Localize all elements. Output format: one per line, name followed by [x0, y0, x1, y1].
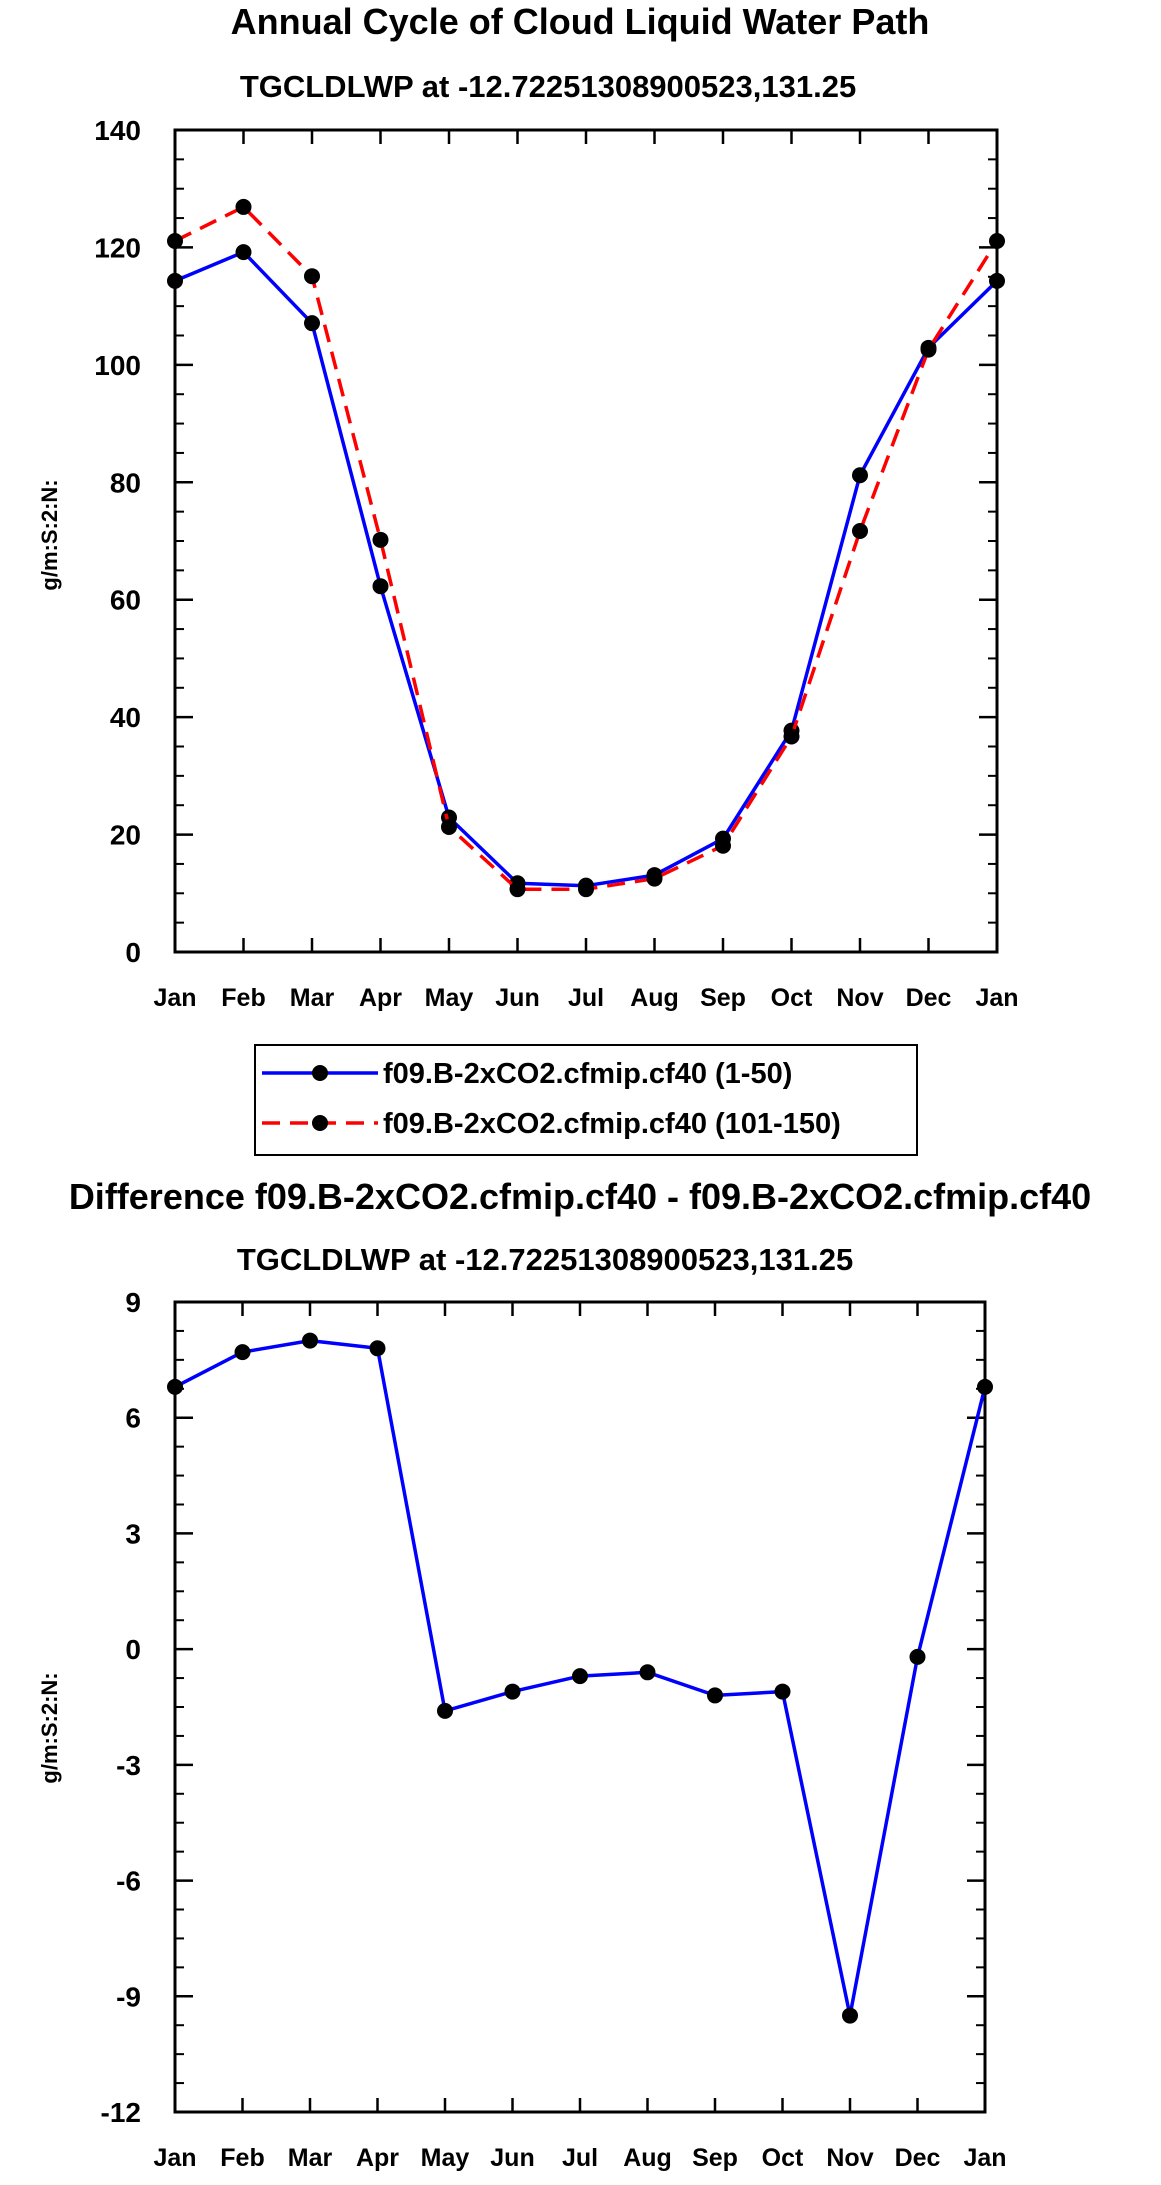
chart1-xtick-label: Jul — [568, 984, 604, 1012]
chart1-series-2-point — [783, 728, 800, 745]
chart2-subtitle: TGCLDLWP at -12.72251308900523,131.25 — [237, 1242, 853, 1277]
chart2-xtick-label: Oct — [762, 2144, 804, 2172]
chart1-series-1-point — [167, 272, 183, 289]
chart1-series-1-point — [852, 467, 868, 484]
chart2-series-1-point — [707, 1687, 723, 1704]
chart1-ytick-label: 40 — [110, 702, 141, 733]
chart2-axes: Jan Feb Mar Apr May Jun Jul Aug Sep Oct Nov Dec Jan-… — [101, 1287, 1007, 2172]
chart2-series-1-point — [639, 1664, 656, 1681]
chart1-series-1-line — [174, 250, 999, 888]
chart2-series-1-point — [977, 1378, 993, 1395]
chart2-series-1-point — [842, 2007, 858, 2024]
chart2-series-1-point — [369, 1340, 386, 1357]
chart1-xtick-label: Oct — [771, 984, 813, 1012]
chart2-series-1-point — [167, 1378, 183, 1395]
chart2-ytick-label: 6 — [125, 1403, 141, 1434]
chart2-ytick-label: 0 — [125, 1634, 141, 1665]
chart1-series — [167, 198, 1005, 898]
chart2-xtick-label: Mar — [288, 2144, 333, 2172]
legend-marker-series-1 — [312, 1065, 328, 1081]
chart2-xtick-label: Sep — [692, 2144, 738, 2172]
chart2-ytick-label: 3 — [125, 1518, 141, 1549]
chart1-ytick-label: 120 — [94, 232, 141, 263]
chart1-series-1-point — [372, 578, 389, 595]
chart1-series-2-point — [920, 341, 937, 358]
difference-chart: Difference f09.B-2xCO2.cfmip.cf40 - f09.… — [37, 1176, 1091, 2172]
chart2-plot-area — [173, 1300, 987, 2114]
chart2-series-1-point — [909, 1648, 926, 1665]
legend-marker-series-2 — [312, 1115, 328, 1131]
chart1-series-2-point — [304, 268, 320, 285]
chart1-ytick-label: 140 — [94, 115, 141, 146]
legend-box — [254, 1044, 918, 1156]
legend: f09.B-2xCO2.cfmip.cf40 (1-50) f09.B-2xCO… — [254, 1044, 918, 1156]
chart1-series-1-point — [235, 244, 252, 261]
chart2-series-1-point — [234, 1344, 251, 1361]
chart2-ytick-label: 9 — [125, 1287, 141, 1318]
chart2-ytick-label: -3 — [116, 1750, 141, 1781]
chart1-subtitle: TGCLDLWP at -12.72251308900523,131.25 — [240, 69, 856, 104]
chart1-ytick-label: 20 — [110, 820, 141, 851]
chart1-series-2-point — [509, 881, 526, 898]
chart1-series-1-point — [989, 272, 1005, 289]
chart1-plot-area — [173, 128, 999, 954]
chart1-xtick-label: Apr — [359, 984, 402, 1012]
chart2-ytick-label: -9 — [116, 1981, 141, 2012]
chart2-xtick-label: Jun — [490, 2144, 534, 2172]
chart2-series-1-point — [302, 1332, 318, 1349]
chart1-series-2-point — [167, 232, 183, 249]
chart1-xtick-label: Mar — [290, 984, 335, 1012]
chart2-xtick-label: Dec — [895, 2144, 941, 2172]
chart2-xtick-label: Jul — [562, 2144, 598, 2172]
chart1-xtick-label: Jan — [975, 984, 1018, 1012]
chart2-ytick-label: -6 — [116, 1866, 141, 1897]
chart2-series-1-point — [504, 1683, 521, 1700]
chart2-xtick-label: Nov — [826, 2144, 873, 2172]
chart1-xtick-label: Jan — [153, 984, 196, 1012]
chart1-xtick-label: May — [425, 984, 474, 1012]
chart1-xtick-label: Nov — [836, 984, 883, 1012]
chart2-series-1-point — [437, 1702, 453, 1719]
chart1-ytick-label: 80 — [110, 467, 141, 498]
chart1-title: Annual Cycle of Cloud Liquid Water Path — [231, 1, 930, 42]
chart2-series-1-point — [572, 1668, 588, 1685]
chart1-axes: Jan Feb Mar Apr May Jun Jul Aug Sep Oct Nov Dec Jan 0… — [94, 115, 1018, 1012]
chart1-xtick-label: Dec — [906, 984, 952, 1012]
chart1-xtick-label: Sep — [700, 984, 746, 1012]
chart2-title: Difference f09.B-2xCO2.cfmip.cf40 - f09.… — [69, 1176, 1091, 1217]
legend-label-series-1: f09.B-2xCO2.cfmip.cf40 (1-50) — [383, 1058, 792, 1090]
chart2-xtick-label: Jan — [153, 2144, 196, 2172]
chart2-xtick-label: Jan — [963, 2144, 1006, 2172]
chart1-series-1-point — [304, 315, 320, 332]
legend-label-series-2: f09.B-2xCO2.cfmip.cf40 (101-150) — [383, 1108, 841, 1140]
chart2-xtick-label: Apr — [356, 2144, 399, 2172]
chart2-ytick-label: -12 — [101, 2097, 141, 2128]
chart1-series-2-point — [989, 232, 1005, 249]
chart1-xtick-label: Feb — [221, 984, 265, 1012]
chart1-series-2-point — [852, 523, 868, 540]
chart2-ylabel: g/m:S:2:N: — [37, 1672, 62, 1783]
annual-cycle-chart: Annual Cycle of Cloud Liquid Water Path … — [37, 1, 1019, 1012]
chart1-ylabel: g/m:S:2:N: — [37, 479, 62, 590]
chart2-series-1-point — [774, 1683, 791, 1700]
chart1-series-2-point — [578, 881, 594, 898]
chart2-xtick-label: May — [421, 2144, 470, 2172]
chart1-xtick-label: Jun — [495, 984, 539, 1012]
chart1-ytick-label: 60 — [110, 585, 141, 616]
chart1-series-2-point — [372, 531, 389, 548]
chart1-ytick-label: 100 — [94, 350, 141, 381]
chart2-series — [167, 1332, 993, 2024]
chart1-xtick-label: Aug — [630, 984, 679, 1012]
chart1-series-2-point — [715, 837, 731, 854]
chart1-series-2-point — [441, 818, 457, 835]
chart1-series-2-point — [646, 870, 663, 887]
chart1-series-2-point — [235, 198, 252, 215]
chart2-xtick-label: Aug — [623, 2144, 672, 2172]
chart1-ytick-label: 0 — [125, 937, 141, 968]
chart2-xtick-label: Feb — [220, 2144, 264, 2172]
